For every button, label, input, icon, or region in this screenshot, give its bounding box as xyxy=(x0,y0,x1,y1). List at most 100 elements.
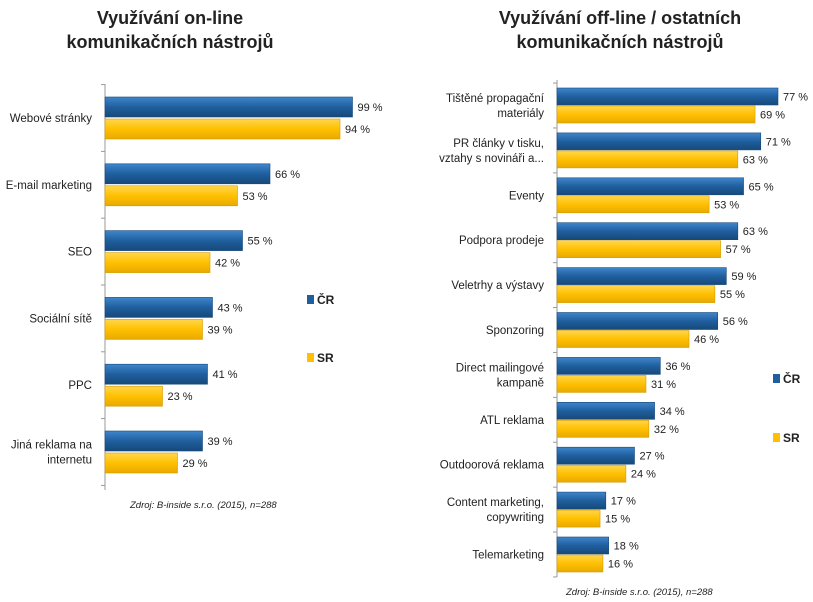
right-data-label-cr: 36 % xyxy=(665,361,690,373)
right-category-label: Podpora prodeje xyxy=(459,235,544,247)
right-data-label-sr: 31 % xyxy=(651,379,676,391)
right-category-label: Telemarketing xyxy=(472,550,544,562)
left-bar-cr xyxy=(104,96,353,118)
left-bar-sr xyxy=(104,185,238,207)
right-bar-sr xyxy=(556,150,739,169)
right-data-label-sr: 55 % xyxy=(720,289,745,301)
right-data-label-sr: 24 % xyxy=(631,469,656,481)
left-data-label-cr: 66 % xyxy=(275,169,300,181)
left-data-label-sr: 42 % xyxy=(215,258,240,270)
left-chart-title: Využívání on-line komunikačních nástrojů xyxy=(40,6,300,54)
left-bar-sr xyxy=(104,385,163,407)
right-bar-sr xyxy=(556,285,716,303)
right-bar-cr xyxy=(556,536,609,555)
right-category-label: PR články v tisku, vztahy s novináři a... xyxy=(439,138,544,165)
left-data-label-cr: 99 % xyxy=(358,102,383,114)
right-bar-cr xyxy=(556,267,727,285)
right-category-label: Content marketing, copywriting xyxy=(447,497,544,524)
right-data-label-cr: 27 % xyxy=(639,451,664,463)
right-data-label-cr: 18 % xyxy=(614,541,639,553)
left-title-line2: komunikačních nástrojů xyxy=(66,32,274,52)
right-data-label-sr: 15 % xyxy=(605,514,630,526)
right-data-label-cr: 63 % xyxy=(743,226,768,238)
right-data-label-cr: 34 % xyxy=(660,406,685,418)
right-category-label: Tištěné propagační materiály xyxy=(446,93,545,120)
left-data-label-sr: 94 % xyxy=(345,124,370,136)
right-title-line2: komunikačních nástrojů xyxy=(516,32,724,52)
right-category-label: ATL reklama xyxy=(480,415,545,427)
right-category-label-line: Telemarketing xyxy=(472,550,544,562)
right-bar-sr xyxy=(556,330,690,348)
right-category-label: Eventy xyxy=(509,190,544,202)
left-data-label-cr: 39 % xyxy=(208,436,233,448)
right-data-label-sr: 53 % xyxy=(714,199,739,211)
right-data-label-cr: 77 % xyxy=(783,92,808,104)
right-category-label-line: copywriting xyxy=(486,512,544,524)
left-category-label-line: PPC xyxy=(68,380,92,392)
right-data-label-sr: 16 % xyxy=(608,559,633,571)
right-bar-sr xyxy=(556,240,721,258)
right-bar-cr xyxy=(556,87,779,106)
left-category-label-line: SEO xyxy=(68,247,92,259)
right-bar-sr xyxy=(556,419,650,438)
left-category-label: Jiná reklama na internetu xyxy=(11,440,93,467)
left-bar-cr xyxy=(104,163,271,185)
left-data-label-cr: 41 % xyxy=(213,369,238,381)
right-data-label-sr: 32 % xyxy=(654,424,679,436)
right-bar-cr xyxy=(556,491,607,510)
right-category-label-line: Podpora prodeje xyxy=(459,235,544,247)
right-data-label-cr: 17 % xyxy=(611,496,636,508)
right-bar-cr xyxy=(556,312,719,330)
left-category-label: Sociální sítě xyxy=(29,313,92,325)
left-category-label-line: Jiná reklama na xyxy=(11,440,93,452)
right-category-label-line: kampaně xyxy=(497,377,544,389)
left-legend-swatch-cr xyxy=(307,295,314,304)
right-bar-cr xyxy=(556,177,744,196)
left-category-label-line: internetu xyxy=(47,455,92,467)
right-bar-cr xyxy=(556,446,635,465)
right-data-label-sr: 69 % xyxy=(760,110,785,122)
right-bar-sr xyxy=(556,554,604,573)
right-legend-label-cr: ČR xyxy=(783,371,801,386)
right-category-label-line: materiály xyxy=(497,108,544,120)
right-category-label: Veletrhy a výstavy xyxy=(451,280,544,292)
right-bar-cr xyxy=(556,132,762,151)
right-bar-sr xyxy=(556,105,756,124)
left-legend-swatch-sr xyxy=(307,353,314,362)
right-data-label-sr: 63 % xyxy=(743,154,768,166)
right-category-label-line: Content marketing, xyxy=(447,497,544,509)
right-bar-cr xyxy=(556,401,655,420)
right-bar-cr xyxy=(556,222,739,240)
left-bar-sr xyxy=(104,252,211,273)
right-data-label-sr: 46 % xyxy=(694,334,719,346)
left-category-label: SEO xyxy=(68,247,92,259)
left-legend-label-sr: SR xyxy=(317,351,334,365)
right-bar-sr xyxy=(556,375,647,393)
right-chart-title: Využívání off-line / ostatních komunikač… xyxy=(450,6,790,54)
left-bar-sr xyxy=(104,319,203,340)
left-title-line1: Využívání on-line xyxy=(96,8,244,28)
left-data-label-sr: 23 % xyxy=(168,391,193,403)
left-data-label-sr: 53 % xyxy=(243,191,268,203)
right-category-label-line: Tištěné propagační xyxy=(446,93,545,105)
right-category-label: Direct mailingové kampaně xyxy=(456,362,544,389)
right-category-label-line: Eventy xyxy=(509,190,544,202)
left-bar-sr xyxy=(104,452,178,474)
right-data-label-sr: 57 % xyxy=(726,244,751,256)
right-bar-cr xyxy=(556,357,661,375)
right-category-label: Sponzoring xyxy=(486,325,544,337)
right-data-label-cr: 65 % xyxy=(749,181,774,193)
right-title-line1: Využívání off-line / ostatních xyxy=(498,8,742,28)
left-bar-cr xyxy=(104,363,208,385)
left-data-label-sr: 39 % xyxy=(208,324,233,336)
right-category-label-line: Veletrhy a výstavy xyxy=(451,280,544,292)
right-bar-sr xyxy=(556,464,627,483)
right-category-label-line: Direct mailingové xyxy=(456,362,544,374)
right-source-note: Zdroj: B-inside s.r.o. (2015), n=288 xyxy=(566,587,713,598)
left-category-label-line: E-mail marketing xyxy=(6,180,92,192)
left-data-label-cr: 43 % xyxy=(218,302,243,314)
left-category-label: E-mail marketing xyxy=(6,180,92,192)
left-bar-sr xyxy=(104,118,341,140)
left-data-label-sr: 29 % xyxy=(183,458,208,470)
left-legend-label-cr: ČR xyxy=(317,292,335,307)
